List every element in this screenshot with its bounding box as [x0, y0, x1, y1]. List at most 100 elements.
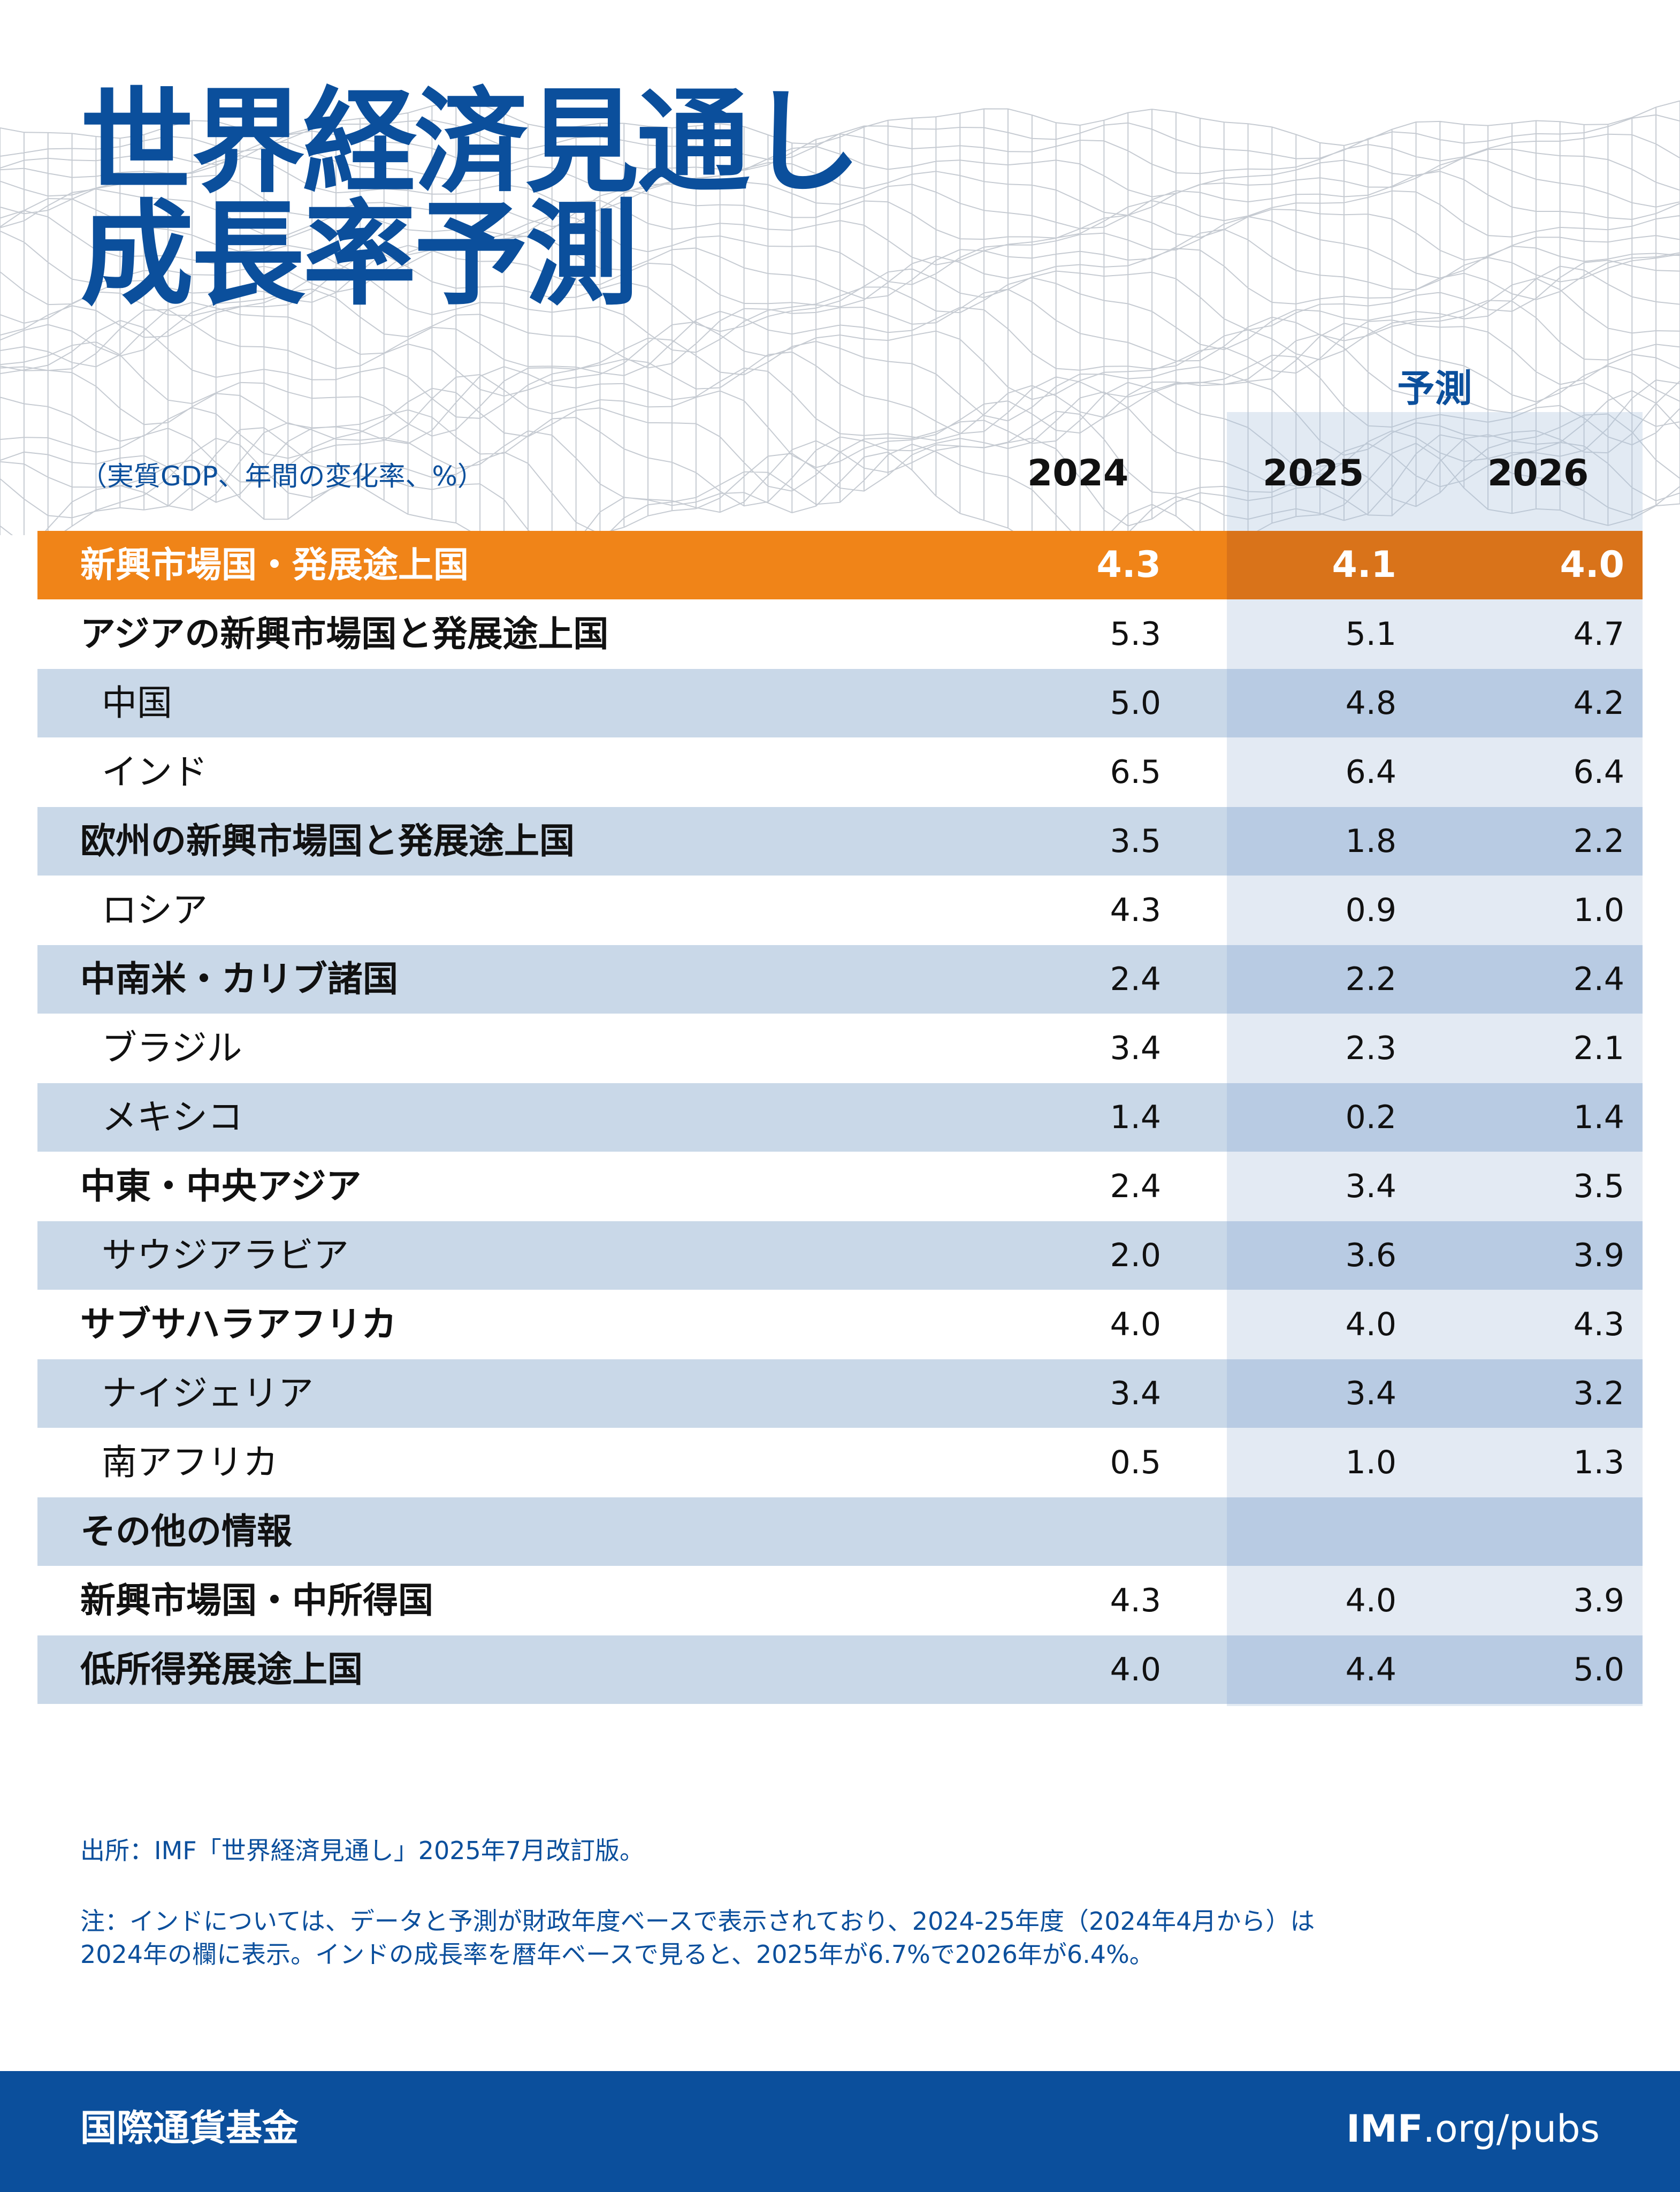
- row-label: ロシア: [102, 889, 208, 931]
- row-label: 中南米・カリブ諸国: [80, 958, 398, 1000]
- table-row: その他の情報: [37, 1497, 1643, 1566]
- value-cell-2024: 4.0: [1110, 1651, 1161, 1688]
- row-label: サウジアラビア: [102, 1235, 349, 1276]
- value-cell-2026: 2.2: [1573, 823, 1624, 860]
- row-label: 欧州の新興市場国と発展途上国: [80, 820, 575, 862]
- forecast-cell-shade: [1227, 600, 1643, 668]
- value-cell-2024: 2.4: [1110, 961, 1161, 998]
- column-header-2025: 2025: [1263, 452, 1364, 494]
- forecast-label: 予測: [1397, 367, 1472, 410]
- forecast-cell-shade: [1227, 876, 1643, 945]
- value-cell-2024: 3.4: [1110, 1030, 1161, 1067]
- forecast-cell-shade: [1227, 1083, 1643, 1152]
- table-row: 南アフリカ 0.5 1.0 1.3: [37, 1428, 1643, 1497]
- footnote-line2: 2024年の欄に表示。インドの成長率を暦年ベースで見ると、2025年が6.7%で…: [80, 1940, 1154, 1969]
- value-cell-2025: 6.4: [1345, 754, 1396, 791]
- value-cell-2026: 3.2: [1573, 1375, 1624, 1412]
- row-label: サブサハラアフリカ: [80, 1304, 397, 1345]
- value-cell-2025: 3.6: [1345, 1237, 1396, 1274]
- growth-table: 新興市場国・発展途上国 4.3 4.1 4.0 アジアの新興市場国と発展途上国 5.3 5.…: [37, 531, 1643, 1706]
- forecast-cell-shade: [1227, 945, 1643, 1014]
- value-cell-2026: 3.9: [1573, 1237, 1624, 1274]
- value-cell-2026: 3.9: [1573, 1582, 1624, 1619]
- value-cell-2025: 5.1: [1345, 615, 1396, 653]
- value-cell-2024: 4.3: [1096, 544, 1161, 586]
- source-note: 出所：IMF「世界経済見通し」2025年7月改訂版。: [80, 1836, 645, 1865]
- table-row: 中国 5.0 4.8 4.2: [37, 669, 1643, 737]
- row-label: 低所得発展途上国: [80, 1649, 363, 1690]
- table-row: ナイジェリア 3.4 3.4 3.2: [37, 1359, 1643, 1428]
- url-rest: .org/pubs: [1423, 2107, 1600, 2151]
- table-row: 欧州の新興市場国と発展途上国 3.5 1.8 2.2: [37, 807, 1643, 876]
- forecast-cell-shade: [1227, 1359, 1643, 1428]
- value-cell-2025: 4.0: [1345, 1306, 1396, 1343]
- value-cell-2026: 6.4: [1573, 754, 1624, 791]
- value-cell-2024: 4.0: [1110, 1306, 1161, 1343]
- table-row: サブサハラアフリカ 4.0 4.0 4.3: [37, 1290, 1643, 1359]
- table-row: メキシコ 1.4 0.2 1.4: [37, 1083, 1643, 1152]
- table-row: 中東・中央アジア 2.4 3.4 3.5: [37, 1152, 1643, 1221]
- value-cell-2025: 4.1: [1332, 544, 1396, 586]
- value-cell-2024: 4.3: [1110, 892, 1161, 929]
- footnote-line1: 注：インドについては、データと予測が財政年度ベースで表示されており、2024-2…: [80, 1907, 1315, 1936]
- table-row: ロシア 4.3 0.9 1.0: [37, 876, 1643, 945]
- value-cell-2026: 1.0: [1573, 892, 1624, 929]
- value-cell-2024: 2.0: [1110, 1237, 1161, 1274]
- forecast-cell-shade: [1227, 1014, 1643, 1083]
- row-label: ナイジェリア: [102, 1373, 314, 1414]
- value-cell-2026: 1.4: [1573, 1099, 1624, 1136]
- terrain-mesh: [0, 100, 1680, 535]
- footer-link[interactable]: IMF.org/pubs: [1346, 2071, 1600, 2187]
- value-cell-2024: 5.3: [1110, 615, 1161, 653]
- value-cell-2026: 2.4: [1573, 961, 1624, 998]
- row-label: 中東・中央アジア: [80, 1166, 362, 1207]
- value-cell-2026: 3.5: [1573, 1168, 1624, 1205]
- organization-name: 国際通貨基金: [80, 2107, 299, 2150]
- value-cell-2024: 3.4: [1110, 1375, 1161, 1412]
- forecast-cell-shade: [1227, 1221, 1643, 1290]
- value-cell-2026: 1.3: [1573, 1444, 1624, 1481]
- value-cell-2025: 4.0: [1345, 1582, 1396, 1619]
- row-label: メキシコ: [102, 1097, 243, 1138]
- row-label: 中国: [102, 682, 172, 724]
- value-cell-2024: 6.5: [1110, 754, 1161, 791]
- row-label: その他の情報: [80, 1511, 292, 1552]
- column-header-2026: 2026: [1487, 452, 1589, 494]
- value-cell-2025: 1.0: [1345, 1444, 1396, 1481]
- table-row: 新興市場国・中所得国 4.3 4.0 3.9: [37, 1566, 1643, 1635]
- row-label: 新興市場国・発展途上国: [80, 544, 469, 585]
- table-row: 低所得発展途上国 4.0 4.4 5.0: [37, 1635, 1643, 1704]
- row-label: ブラジル: [102, 1028, 242, 1069]
- value-cell-2026: 4.7: [1573, 615, 1624, 653]
- value-cell-2025: 0.2: [1345, 1099, 1396, 1136]
- forecast-cell-shade: [1227, 669, 1643, 737]
- table-row: ブラジル 3.4 2.3 2.1: [37, 1014, 1643, 1083]
- value-cell-2024: 5.0: [1110, 684, 1161, 722]
- value-cell-2026: 4.3: [1573, 1306, 1624, 1343]
- wireframe-terrain-background: [0, 100, 1680, 535]
- value-cell-2024: 2.4: [1110, 1168, 1161, 1205]
- value-cell-2025: 3.4: [1345, 1375, 1396, 1412]
- table-row: 新興市場国・発展途上国 4.3 4.1 4.0: [37, 531, 1643, 599]
- value-cell-2025: 3.4: [1345, 1168, 1396, 1205]
- value-cell-2024: 3.5: [1110, 823, 1161, 860]
- value-cell-2026: 4.0: [1560, 544, 1624, 586]
- row-label: インド: [102, 751, 208, 793]
- value-cell-2025: 2.2: [1345, 961, 1396, 998]
- table-row: サウジアラビア 2.0 3.6 3.9: [37, 1221, 1643, 1290]
- page-title-line2: 成長率予測: [80, 188, 639, 321]
- table-row: インド 6.5 6.4 6.4: [37, 738, 1643, 806]
- value-cell-2026: 2.1: [1573, 1030, 1624, 1067]
- forecast-cell-shade: [1227, 738, 1643, 806]
- unit-label: （実質GDP、年間の変化率、%）: [80, 461, 484, 492]
- forecast-cell-shade: [1227, 1497, 1643, 1566]
- value-cell-2026: 5.0: [1573, 1651, 1624, 1688]
- value-cell-2025: 4.8: [1345, 684, 1396, 722]
- footer-bar: 国際通貨基金 IMF.org/pubs: [0, 2071, 1680, 2192]
- table-row: 中南米・カリブ諸国 2.4 2.2 2.4: [37, 945, 1643, 1014]
- row-label: 南アフリカ: [102, 1442, 278, 1483]
- forecast-cell-shade: [1227, 1152, 1643, 1221]
- value-cell-2025: 4.4: [1345, 1651, 1396, 1688]
- value-cell-2024: 1.4: [1110, 1099, 1161, 1136]
- forecast-cell-shade: [1227, 1635, 1643, 1704]
